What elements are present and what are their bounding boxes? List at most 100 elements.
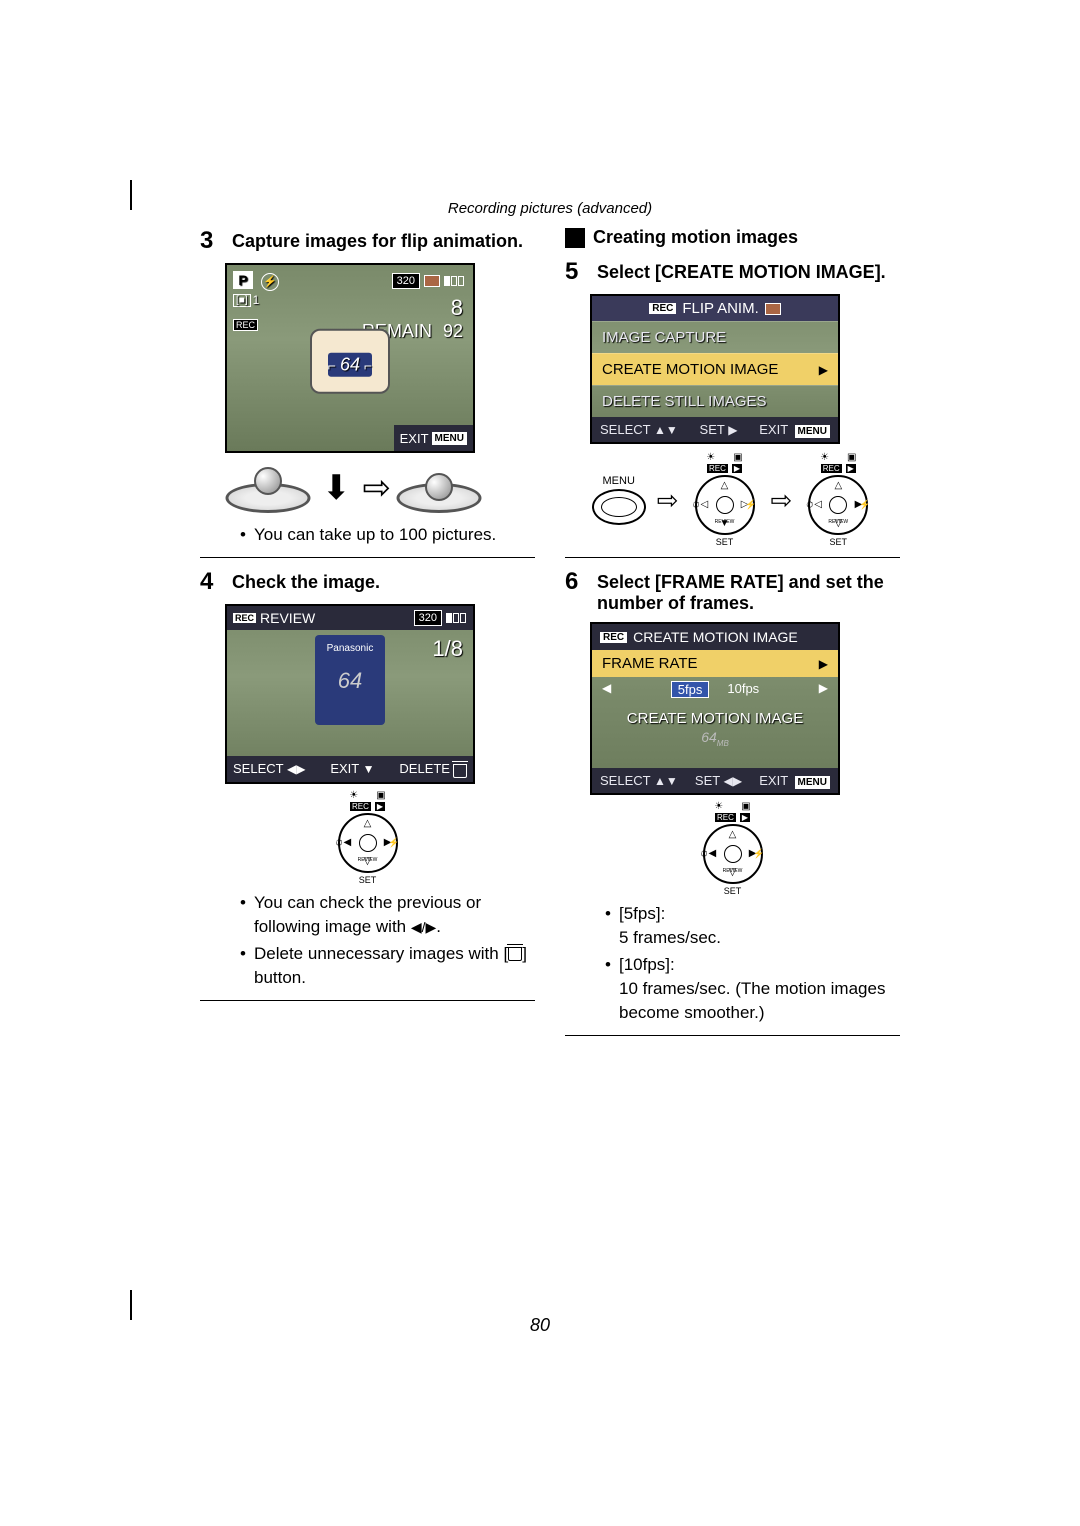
size-indicator: 320	[392, 273, 420, 289]
rec-badge-5: REC	[649, 303, 676, 314]
step-4-note-2: Delete unnecessary images with [] button…	[240, 942, 535, 990]
step-3: 3 Capture images for flip animation.	[200, 227, 535, 255]
menu-item-image-capture: IMAGE CAPTURE	[592, 321, 838, 353]
joystick-after	[403, 463, 475, 513]
flip-anim-icon	[765, 303, 781, 315]
menu-item-delete-still: DELETE STILL IMAGES	[592, 385, 838, 417]
section-heading: Creating motion images	[565, 227, 900, 248]
review-text: REVIEW	[358, 857, 378, 863]
step-6-note-1: [5fps]: 5 frames/sec.	[605, 902, 900, 950]
step-5-control-diagram: MENU ⇨ ☀▣ REC▶ ⏱△◁ ▷▼⚡ REVIEW SET ⇨	[565, 452, 900, 547]
arrow-right-icon: ⇨	[363, 471, 392, 505]
opts-right-arrow: ▶	[819, 681, 828, 695]
step-6-note-2: [10fps]: 10 frames/sec. (The motion imag…	[605, 953, 900, 1024]
menu-item-create-motion-image: CREATE MOTION IMAGE ▶	[592, 353, 838, 385]
exposure-icon-5a: ☀	[706, 452, 715, 463]
dpad-5a: ⏱△◁ ▷▼⚡ REVIEW	[695, 475, 755, 535]
arrow-down-icon: ⬇	[322, 471, 351, 505]
step-6-title: Select [FRAME RATE] and set the number o…	[597, 568, 900, 614]
divider	[200, 557, 535, 558]
rec-badge-4: REC	[233, 613, 256, 623]
page-content: Recording pictures (advanced) 3 Capture …	[0, 0, 1080, 1106]
sd-card-image: Panasonic 64	[315, 635, 385, 725]
review-label: REVIEW	[260, 610, 315, 626]
step-3-title: Capture images for flip animation.	[232, 227, 523, 252]
dpad-5b: ⏱△◁ ▶▽⚡ REVIEW	[808, 475, 868, 535]
frame-rate-options: ◀ 5fps 10fps ▶	[592, 677, 838, 702]
two-column-layout: 3 Capture images for flip animation. P ⚡…	[200, 227, 900, 1046]
mode-icon-5a: ▣	[733, 452, 742, 463]
page-number: 80	[530, 1315, 550, 1336]
mode-indicator: P	[233, 271, 253, 289]
frame-count: 8	[451, 295, 463, 321]
step-6: 6 Select [FRAME RATE] and set the number…	[565, 568, 900, 614]
exit-label-4: EXIT	[330, 761, 359, 776]
rec-chip: REC	[350, 802, 371, 811]
menu-button-icon	[592, 489, 646, 525]
frame-counter: 1/8	[432, 636, 463, 662]
select-label: SELECT	[233, 761, 283, 776]
arrow-right-icon-5a: ⇨	[657, 487, 679, 513]
play-chip: ▶	[375, 802, 385, 811]
chevron-right-icon: ▶	[819, 363, 828, 377]
flash-icon: ⚡	[261, 273, 279, 291]
step-3-controls: ⬇ ⇨	[225, 463, 475, 513]
exposure-icon: ☀	[349, 790, 358, 801]
mode-icon: ▣	[376, 790, 385, 801]
rec-badge-6: REC	[600, 632, 627, 643]
opt-5fps: 5fps	[671, 681, 710, 698]
step-5-title: Select [CREATE MOTION IMAGE].	[597, 258, 886, 283]
menu-button-block: MENU	[589, 475, 649, 525]
step-4-bottom-bar: SELECT ◀▶ EXIT ▼ DELETE	[227, 756, 473, 782]
mode-icon-6: ▣	[741, 801, 750, 812]
exposure-icon-5b: ☀	[820, 452, 829, 463]
step-3-screen: P ⚡ 320 [■] 1 8 REC	[225, 263, 475, 453]
step-3-number: 3	[200, 227, 222, 255]
step-6-menu: REC CREATE MOTION IMAGE FRAME RATE ▶ ◀ 5…	[590, 622, 840, 795]
menu-chip: MENU	[432, 432, 467, 445]
step-6-control-diagram: ☀▣ REC▶ ⏱△◀ ▶▽⚡ REVIEW SET	[565, 801, 900, 896]
step-5-menu: REC FLIP ANIM. IMAGE CAPTURE CREATE MOTI…	[590, 294, 840, 444]
battery-icon	[444, 276, 465, 286]
section-marker-icon	[565, 228, 585, 248]
step-4-notes: You can check the previous or following …	[240, 891, 535, 990]
step-4-title: Check the image.	[232, 568, 380, 593]
divider-2	[200, 1000, 535, 1001]
screen-bottom-bar: EXIT MENU	[394, 425, 473, 451]
step-3-notes: You can take up to 100 pictures.	[240, 523, 535, 547]
step-4-note-1: You can check the previous or following …	[240, 891, 535, 939]
flip-icon-small	[424, 275, 440, 287]
bracket-count: 1	[253, 293, 260, 307]
dpad-6: ⏱△◀ ▶▽⚡ REVIEW	[703, 824, 763, 884]
step-5: 5 Select [CREATE MOTION IMAGE].	[565, 258, 900, 286]
divider-3	[565, 557, 900, 558]
trash-icon-inline	[508, 947, 522, 961]
flash-icon-ctrl: ⚡	[388, 837, 399, 848]
crop-mark-bottom	[130, 1290, 132, 1320]
frame-rate-row: FRAME RATE ▶	[592, 650, 838, 677]
menu-label: MENU	[603, 475, 635, 487]
size-indicator-4: 320	[414, 610, 442, 626]
opt-10fps: 10fps	[727, 681, 759, 698]
bracket-icon: [■]	[233, 294, 251, 307]
card-size-6: 64MB	[592, 729, 838, 748]
dpad: ⏱ △ ◀ ▶ ▽ ⚡ REVIEW	[338, 813, 398, 873]
divider-4	[565, 1035, 900, 1036]
step-3-note-1: You can take up to 100 pictures.	[240, 523, 535, 547]
fr-bottom-bar: SELECT ▲▼ SET ◀▶ EXIT MENU	[592, 768, 838, 793]
rec-badge: REC	[233, 319, 258, 331]
step-4-control-diagram: ☀ ▣ REC ▶ ⏱ △ ◀ ▶ ▽ ⚡ REVIEW SET	[200, 790, 535, 885]
flip-menu-bar: SELECT ▲▼ SET ▶ EXIT MENU	[592, 417, 838, 442]
trash-icon	[453, 764, 467, 778]
page-header: Recording pictures (advanced)	[200, 200, 900, 217]
delete-label: DELETE	[399, 761, 450, 776]
chevron-right-icon-6: ▶	[819, 657, 828, 671]
battery-icon-4	[446, 613, 467, 623]
set-label: SET	[330, 875, 406, 885]
step-6-notes: [5fps]: 5 frames/sec. [10fps]: 10 frames…	[605, 902, 900, 1025]
joystick-before	[225, 463, 310, 513]
step-4-screen: REC REVIEW 320 1/8 Panasonic 64	[225, 604, 475, 784]
left-right-icon: ◀/▶	[411, 918, 436, 938]
mode-icon-5b: ▣	[847, 452, 856, 463]
sd-size: 64	[315, 654, 385, 694]
